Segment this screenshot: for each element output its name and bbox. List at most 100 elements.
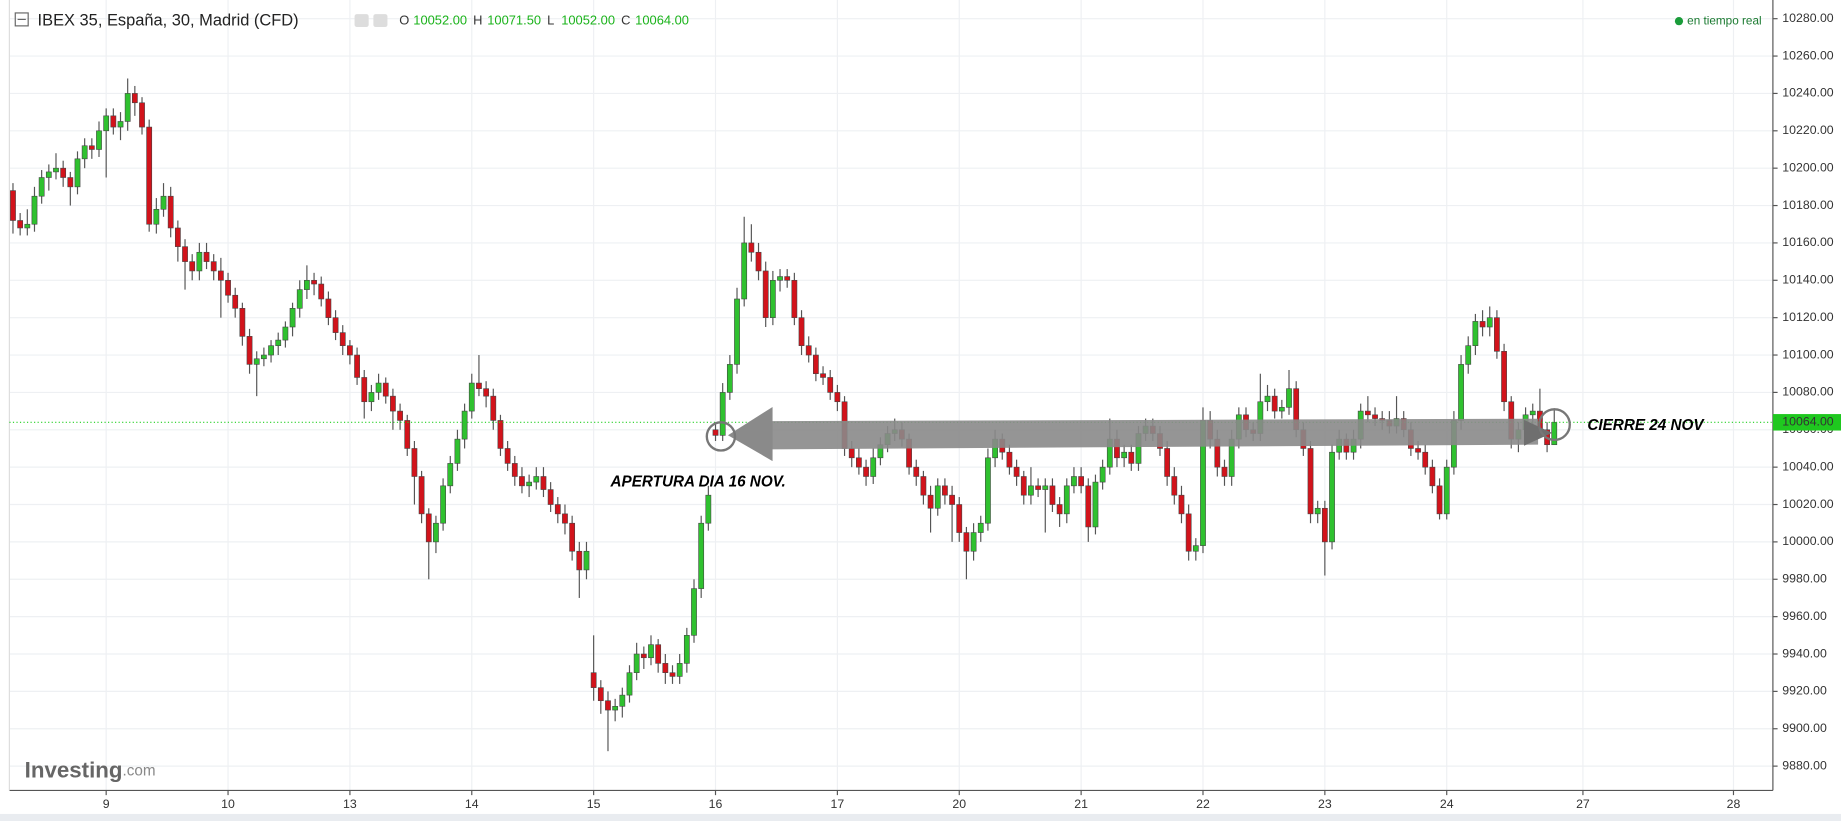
ohlc-value: 10064.00 bbox=[635, 13, 689, 28]
candle-body bbox=[167, 195, 174, 229]
candle-body bbox=[748, 242, 755, 253]
candle-body bbox=[1171, 476, 1178, 496]
candle-body bbox=[103, 115, 110, 132]
candle-body bbox=[519, 476, 525, 487]
candle-body bbox=[942, 485, 948, 496]
x-tick-label: 10 bbox=[221, 797, 235, 811]
x-tick-label: 21 bbox=[1074, 797, 1088, 811]
candle-body bbox=[411, 448, 418, 477]
candle-body bbox=[253, 358, 260, 365]
x-tick-label: 14 bbox=[465, 797, 479, 811]
candle-body bbox=[791, 279, 798, 318]
candle-body bbox=[533, 476, 540, 483]
remove-icon[interactable] bbox=[373, 14, 388, 28]
grid: 9880.00 9900.00 9920.00 9940.00 9960.00 9980.… bbox=[8, 0, 1834, 811]
candle-body bbox=[597, 687, 604, 702]
candle-body bbox=[433, 522, 439, 543]
candle-body bbox=[397, 410, 403, 421]
candle-body bbox=[361, 377, 368, 403]
ohlc-key: C bbox=[621, 13, 630, 28]
candle-body bbox=[1372, 414, 1378, 419]
candle-body bbox=[813, 354, 819, 375]
candle-body bbox=[590, 672, 597, 688]
candle-body bbox=[1458, 364, 1464, 421]
candle-body bbox=[289, 308, 296, 328]
status: en tiempo real bbox=[1687, 14, 1761, 27]
candle-body bbox=[447, 463, 454, 487]
candle-body bbox=[834, 392, 841, 403]
y-tick-label: 9880.00 bbox=[1782, 758, 1827, 772]
candle-body bbox=[805, 345, 812, 356]
logo-main: Investing bbox=[25, 757, 123, 782]
candle-body bbox=[17, 220, 24, 229]
candle-body bbox=[970, 532, 977, 552]
candle-body bbox=[196, 251, 203, 272]
x-tick-label: 24 bbox=[1440, 797, 1454, 811]
candle-body bbox=[726, 364, 733, 393]
candle-body bbox=[468, 382, 475, 412]
candle-body bbox=[497, 420, 504, 449]
candle-body bbox=[698, 522, 705, 589]
candle-body bbox=[949, 494, 955, 505]
collapse-icon[interactable] bbox=[14, 12, 29, 27]
candle-body bbox=[454, 438, 461, 464]
y-tick-label: 10280.00 bbox=[1782, 11, 1834, 25]
y-tick-label: 10240.00 bbox=[1782, 86, 1834, 100]
candle-body bbox=[390, 395, 396, 412]
candle-body bbox=[669, 672, 676, 677]
y-tick-label: 9980.00 bbox=[1782, 572, 1827, 586]
candle-body bbox=[777, 276, 783, 281]
y-tick-label: 10160.00 bbox=[1782, 235, 1834, 249]
candle-body bbox=[1035, 485, 1041, 490]
candle-body bbox=[848, 448, 855, 459]
settings-icon[interactable] bbox=[354, 14, 369, 28]
candle-body bbox=[1185, 513, 1192, 552]
candle-body bbox=[1415, 448, 1421, 453]
candle-body bbox=[96, 130, 102, 150]
candle-body bbox=[1049, 485, 1056, 505]
candle-body bbox=[576, 550, 583, 571]
candle-body bbox=[734, 298, 740, 365]
candle-body bbox=[382, 382, 389, 397]
candle-body bbox=[425, 513, 432, 543]
candle-body bbox=[1063, 485, 1070, 515]
candle-body bbox=[182, 246, 188, 262]
candle-body bbox=[38, 177, 45, 197]
candle-body bbox=[1028, 485, 1034, 496]
candle-body bbox=[261, 354, 267, 360]
y-tick-label: 10000.00 bbox=[1782, 534, 1834, 548]
candle-body bbox=[1364, 410, 1371, 416]
y-tick-label: 9900.00 bbox=[1782, 721, 1827, 735]
candle-body bbox=[146, 126, 153, 225]
candle-body bbox=[1465, 345, 1472, 365]
candle-body bbox=[117, 121, 124, 128]
candle-body bbox=[1329, 451, 1335, 543]
candle-body bbox=[282, 326, 289, 341]
logo: Investing.com bbox=[25, 757, 156, 782]
candle-body bbox=[325, 298, 332, 318]
ohlc-key: L bbox=[547, 13, 554, 28]
candle-body bbox=[131, 93, 138, 104]
candle-body bbox=[662, 663, 669, 673]
candle-body bbox=[490, 395, 497, 421]
candle-body bbox=[1056, 504, 1063, 515]
y-tick-label: 10140.00 bbox=[1782, 273, 1834, 287]
candle-body bbox=[784, 276, 791, 281]
candle-body bbox=[1321, 507, 1328, 543]
candle-body bbox=[296, 289, 303, 309]
candle-body bbox=[798, 317, 805, 346]
y-tick-label: 10180.00 bbox=[1782, 198, 1834, 212]
y-tick-label: 10080.00 bbox=[1782, 385, 1834, 399]
candle-body bbox=[1071, 476, 1077, 487]
candle-body bbox=[1307, 448, 1314, 515]
candle-body bbox=[74, 158, 81, 188]
y-tick-label: 9940.00 bbox=[1782, 646, 1827, 660]
candle-body bbox=[1020, 476, 1027, 496]
candle-body bbox=[526, 481, 533, 487]
candle-body bbox=[676, 663, 683, 677]
candle-body bbox=[913, 466, 920, 477]
candle-body bbox=[863, 466, 869, 477]
candle-body bbox=[268, 345, 274, 356]
logo-suffix: .com bbox=[123, 763, 156, 780]
